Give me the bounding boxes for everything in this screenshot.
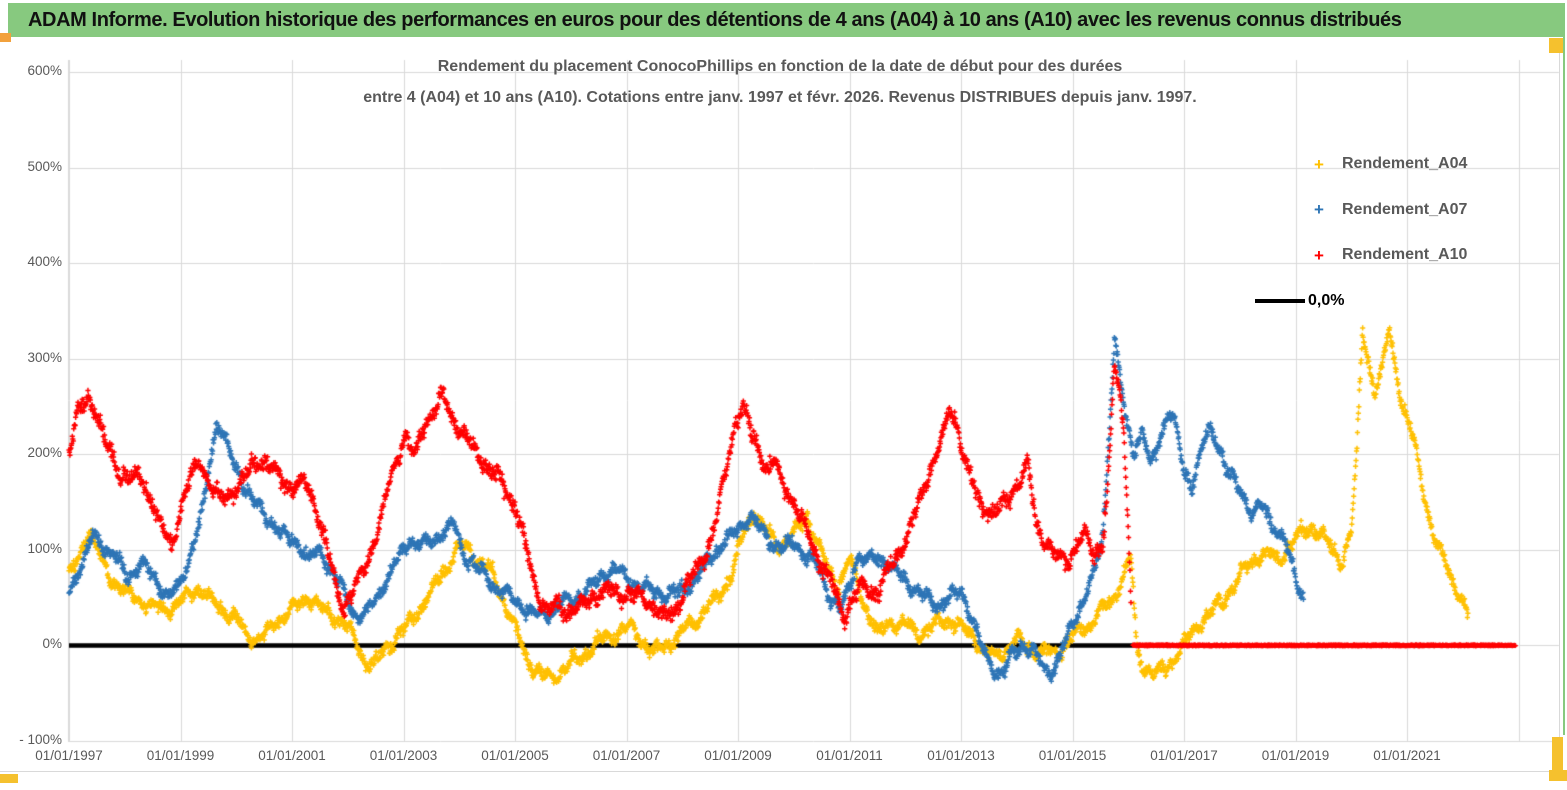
y-tick-label: 0% (42, 636, 62, 652)
legend-label: 0,0% (1308, 291, 1345, 309)
y-tick-label: - 100% (19, 731, 62, 747)
x-tick-label: 01/01/2005 (481, 748, 549, 763)
legend-item-zero-line: 0,0% (1255, 289, 1344, 313)
chart-right-border (1559, 50, 1560, 771)
chart-title-line2: entre 4 (A04) et 10 ans (A10). Cotations… (363, 89, 1197, 106)
x-tick-label: 01/01/1999 (146, 748, 215, 763)
y-tick-label: 300% (27, 349, 62, 365)
x-tick-label: 01/01/1997 (35, 748, 103, 763)
corner-mark-bottom-right-h (1549, 770, 1567, 781)
plus-marker-icon: + (1314, 200, 1324, 219)
banner-text: ADAM Informe. Evolution historique des p… (28, 8, 1402, 31)
x-tick-label: 01/01/2013 (927, 748, 995, 763)
y-tick-label: 200% (27, 445, 62, 461)
right-green-border (1563, 3, 1565, 735)
x-tick-label: 01/01/2007 (592, 748, 661, 763)
plus-marker-icon: + (1314, 245, 1324, 265)
corner-mark-bottom-left (0, 774, 18, 783)
corner-mark-top-left (0, 33, 11, 42)
legend-item-rendement_a07: + Rendement_A07 (1296, 198, 1467, 222)
y-tick-label: 600% (27, 62, 62, 78)
corner-mark-bottom-right-v (1552, 737, 1563, 781)
legend-item-rendement_a10: + Rendement_A10 (1296, 243, 1467, 267)
legend-label: Rendement_A04 (1342, 155, 1468, 172)
x-tick-label: 01/01/2001 (258, 748, 326, 763)
title-banner: ADAM Informe. Evolution historique des p… (8, 3, 1563, 37)
x-tick-label: 01/01/2003 (369, 748, 438, 763)
plus-marker-icon: + (1314, 154, 1324, 174)
y-tick-label: 500% (27, 158, 62, 174)
x-tick-label: 01/01/2017 (1150, 748, 1218, 763)
chart-bottom-border (0, 771, 1552, 772)
y-tick-label: 100% (27, 540, 62, 556)
y-tick-label: 400% (27, 254, 62, 270)
legend-item-rendement_a04: + Rendement_A04 (1296, 152, 1467, 176)
y-axis-labels: 600% 500% 400% 300% 200% 100% 0% - 100% (0, 0, 62, 790)
corner-mark-top-right (1549, 38, 1563, 53)
x-tick-label: 01/01/2015 (1038, 748, 1107, 763)
zero-line-swatch (1255, 298, 1305, 303)
x-tick-label: 01/01/2019 (1261, 748, 1330, 763)
x-tick-label: 01/01/2011 (816, 748, 883, 763)
x-tick-label: 01/01/2009 (704, 748, 772, 763)
chart-title-line1: Rendement du placement ConocoPhillips en… (437, 58, 1123, 75)
x-tick-label: 01/01/2021 (1373, 748, 1441, 763)
legend-label: Rendement_A07 (1342, 200, 1468, 218)
legend-label: Rendement_A10 (1342, 246, 1468, 263)
